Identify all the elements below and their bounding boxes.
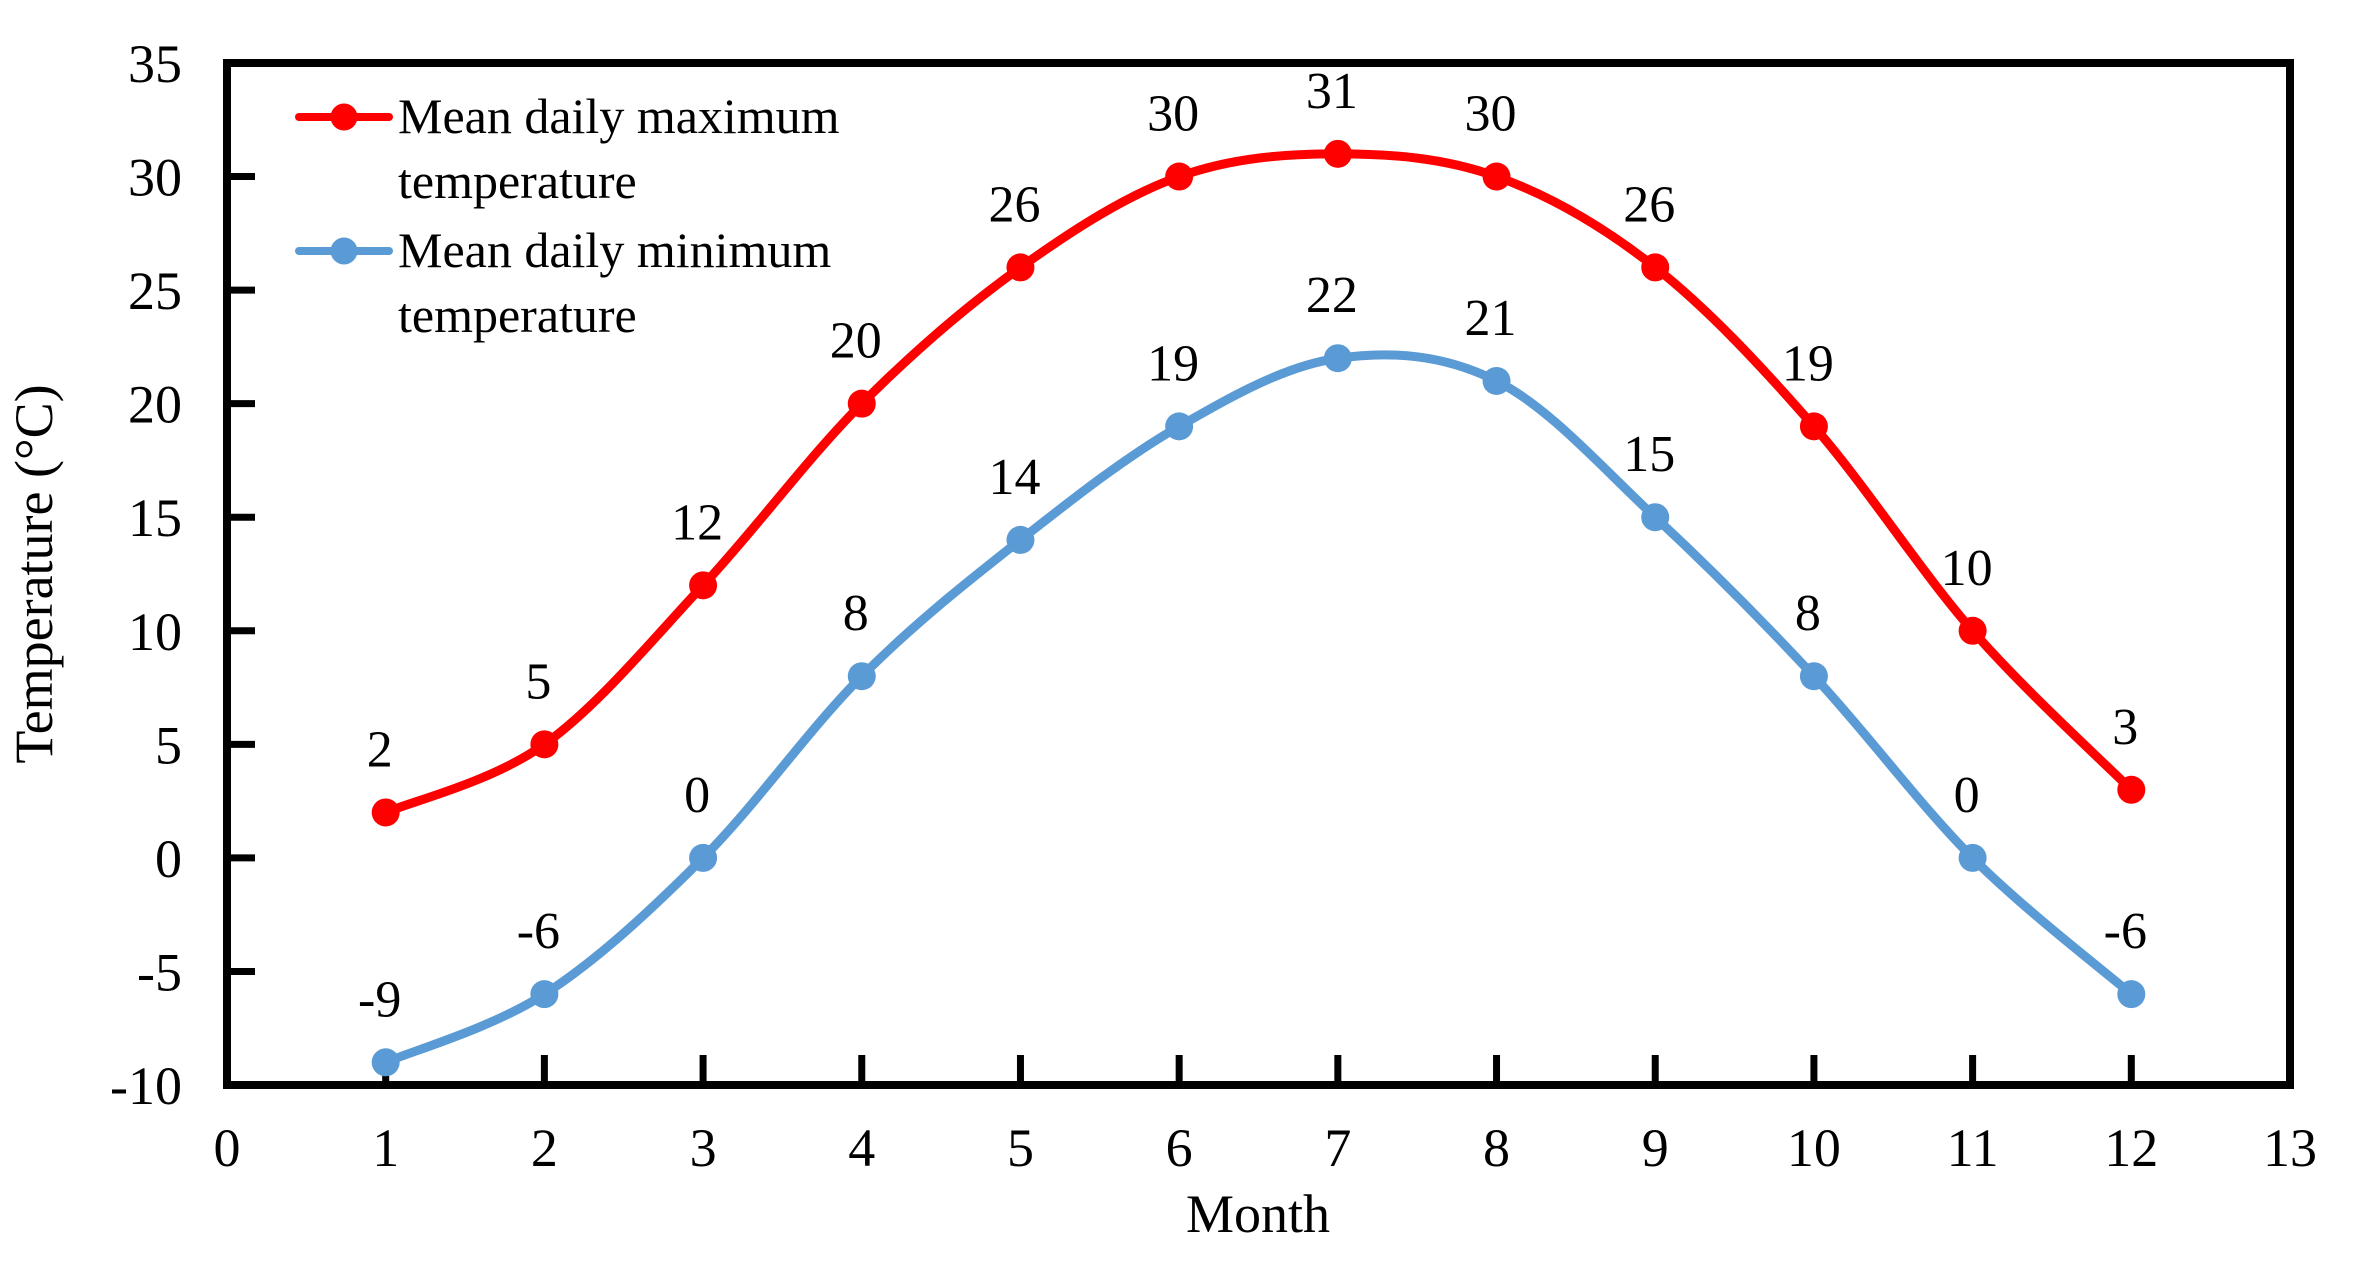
data-point-marker [1165, 162, 1194, 191]
data-point-marker [530, 980, 559, 1009]
data-point-marker [1165, 412, 1194, 441]
x-tick-label: 0 [214, 1118, 241, 1178]
data-point-label: -6 [517, 903, 560, 960]
data-point-label: 8 [843, 585, 869, 642]
data-point-marker [1641, 503, 1670, 532]
data-point-label: 15 [1623, 426, 1675, 483]
data-point-marker [371, 798, 400, 827]
x-tick-label: 5 [1007, 1118, 1034, 1178]
x-tick-label: 9 [1642, 1118, 1669, 1178]
data-point-label: 12 [671, 494, 723, 551]
x-tick-label: 1 [372, 1118, 399, 1178]
data-point-label: 30 [1465, 86, 1517, 143]
data-point-label: 5 [525, 653, 551, 710]
y-tick-label: 5 [155, 715, 182, 775]
data-point-marker [1799, 412, 1828, 441]
x-tick-label: 7 [1324, 1118, 1351, 1178]
legend-item-min-temperature: Mean daily minimum temperature [295, 218, 918, 348]
data-point-marker [689, 571, 718, 600]
data-point-marker [1006, 253, 1035, 282]
data-point-label: 31 [1306, 63, 1358, 120]
data-point-label: 22 [1306, 267, 1358, 324]
legend-min-line-marker-icon [295, 237, 393, 265]
y-tick-label: 35 [128, 34, 182, 94]
data-point-marker [2117, 775, 2146, 804]
data-point-marker [1482, 162, 1511, 191]
data-point-label: 19 [1147, 335, 1199, 392]
x-tick-label: 12 [2104, 1118, 2158, 1178]
legend-min-label: Mean daily minimum temperature [398, 222, 832, 343]
data-point-marker [1958, 616, 1987, 645]
data-point-label: 19 [1782, 335, 1834, 392]
series-line-0 [381, 149, 2136, 817]
data-point-label: -6 [2104, 903, 2147, 960]
data-point-marker [1958, 843, 1987, 872]
y-tick-label: 20 [128, 375, 182, 435]
legend-max-line-marker-icon [295, 103, 393, 131]
x-tick-label: 10 [1787, 1118, 1841, 1178]
legend-min-dot-icon [330, 237, 358, 265]
legend-max-dot-icon [330, 103, 358, 131]
data-point-marker [1641, 253, 1670, 282]
data-point-marker [847, 389, 876, 418]
x-tick-label: 11 [1947, 1118, 1999, 1178]
y-tick-label: -10 [110, 1056, 182, 1116]
data-point-label: 26 [1623, 176, 1675, 233]
data-point-label: 14 [988, 449, 1040, 506]
y-tick-label: 30 [128, 148, 182, 208]
x-axis-title: Month [1186, 1184, 1330, 1244]
data-point-label: 20 [830, 313, 882, 370]
data-point-marker [1799, 662, 1828, 691]
data-point-label: 0 [684, 767, 710, 824]
x-tick-label: 2 [531, 1118, 558, 1178]
data-point-label: -9 [358, 971, 401, 1028]
legend: Mean daily maximum temperature Mean dail… [295, 84, 918, 348]
data-point-label: 30 [1147, 86, 1199, 143]
data-point-label: 21 [1465, 290, 1517, 347]
data-point-label: 2 [367, 721, 393, 778]
data-point-marker [530, 730, 559, 759]
data-point-label: 0 [1954, 767, 1980, 824]
x-tick-label: 3 [690, 1118, 717, 1178]
x-tick-label: 6 [1166, 1118, 1193, 1178]
y-tick-label: 10 [128, 602, 182, 662]
data-point-label: 10 [1941, 540, 1993, 597]
data-point-marker [847, 662, 876, 691]
data-point-marker [689, 843, 718, 872]
series-line-1 [381, 350, 2136, 1067]
legend-item-max-temperature: Mean daily maximum temperature [295, 84, 918, 214]
data-point-marker [1482, 366, 1511, 395]
data-point-label: 8 [1795, 585, 1821, 642]
y-tick-label: 0 [155, 829, 182, 889]
y-axis-title: Temperature (°C) [4, 384, 64, 763]
data-point-label: 3 [2112, 699, 2138, 756]
data-point-marker [371, 1048, 400, 1077]
y-tick-label: -5 [137, 942, 182, 1002]
data-point-marker [1006, 525, 1035, 554]
x-tick-label: 13 [2263, 1118, 2317, 1178]
data-point-marker [1323, 139, 1352, 168]
x-tick-label: 4 [848, 1118, 875, 1178]
plot-area-border [223, 59, 2294, 1089]
data-point-marker [1323, 344, 1352, 373]
x-tick-label: 8 [1483, 1118, 1510, 1178]
data-point-marker [2117, 980, 2146, 1009]
legend-max-label: Mean daily maximum temperature [398, 88, 840, 209]
y-tick-label: 15 [128, 488, 182, 548]
data-point-label: 26 [988, 176, 1040, 233]
y-tick-label: 25 [128, 261, 182, 321]
series-layer: 2 5 12 20 26 30 31 30 26 19 10 3 -9 -6 0 8 14 19 22 21 15 8 0 -… [358, 63, 2147, 1077]
